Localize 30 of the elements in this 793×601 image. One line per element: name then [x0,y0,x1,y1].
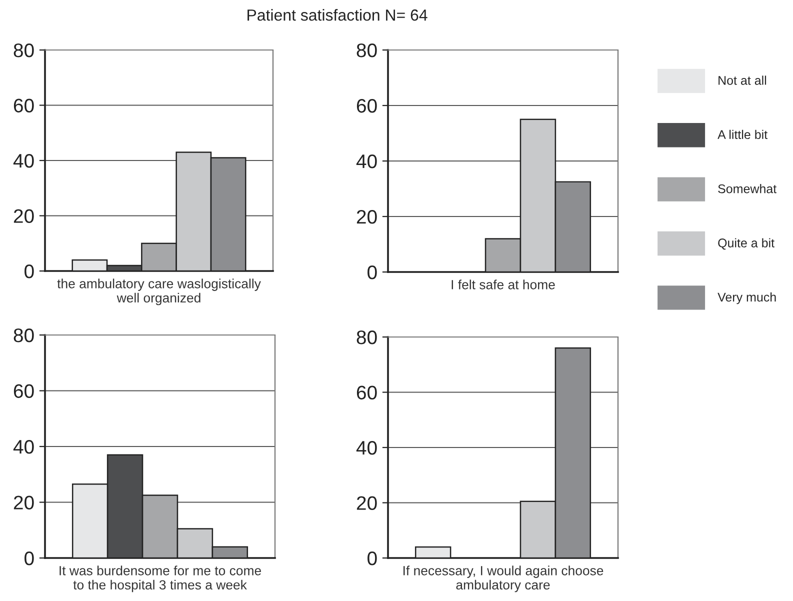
y-tick-label: 0 [368,551,377,566]
y-tick-label: 80 [356,43,377,58]
y-tick-label: 80 [14,328,34,342]
x-axis-title: I felt safe at home [452,280,555,290]
y-tick-label: 0 [24,264,34,278]
y-tick-label: 0 [368,265,377,280]
y-tick-label: 20 [14,496,34,510]
y-tick-label: 20 [14,209,34,223]
x-axis-title: It was burdensome for me to come to the hospital 3 times a week [60,566,261,592]
x-axis-title: the ambulatory care waslogistically well organized [57,278,261,306]
legend-label: Somewhat [718,184,777,194]
y-tick-label: 40 [356,154,377,168]
y-tick-label: 60 [356,98,377,113]
legend-label: A little bit [718,130,768,140]
y-tick-label: 60 [14,384,34,398]
y-tick-label: 20 [356,496,377,510]
y-tick-label: 0 [24,551,34,566]
y-tick-label: 40 [13,154,34,168]
y-tick-label: 60 [356,386,377,400]
legend-label: Very much [718,292,776,304]
text: Patient satisfaction N= 64 [248,9,428,21]
y-tick-label: 40 [13,440,34,454]
legend-label: Quite a bit [718,238,774,250]
x-axis-title: If necessary, I would again choose ambulatory care [403,566,604,592]
y-tick-label: 60 [14,98,34,112]
y-tick-label: 20 [356,210,377,224]
y-tick-label: 40 [356,440,377,455]
y-tick-label: 80 [14,43,34,58]
legend-label: Not at all [718,76,766,85]
y-tick-label: 80 [356,330,377,344]
